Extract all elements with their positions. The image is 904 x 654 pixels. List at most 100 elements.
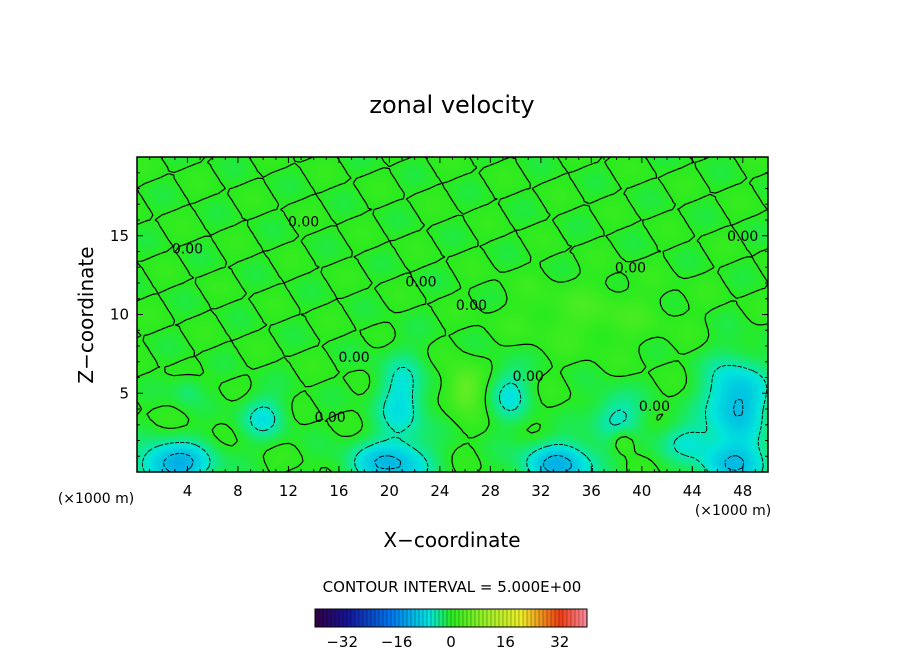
- colorbar-cell: [370, 608, 376, 628]
- contour-label: 0.00: [727, 229, 758, 245]
- plot-area: 0.00 0.00 0.00 0.00 0.00 0.00 0.00 0.00 0.00 0.00: [136, 156, 769, 473]
- contour-label: 0.00: [288, 215, 319, 231]
- colorbar-cell: [374, 608, 380, 628]
- colorbar-cell: [330, 608, 336, 628]
- contour-level-0: [136, 156, 769, 473]
- colorbar-cell: [346, 608, 352, 628]
- colorbar-cell: [494, 608, 500, 628]
- colorbar-cell: [574, 608, 580, 628]
- x-tick-label: 44: [683, 482, 702, 500]
- y-tick-label: 15: [110, 227, 129, 245]
- chart-title: zonal velocity: [369, 91, 534, 119]
- colorbar-tick-label: −32: [326, 633, 358, 651]
- contour-label: 0.00: [615, 260, 646, 276]
- colorbar-tick-label: −16: [381, 633, 413, 651]
- contour-lines: [136, 156, 769, 473]
- x-tick-label: 24: [430, 482, 449, 500]
- x-tick-label: 36: [582, 482, 601, 500]
- colorbar-cell: [454, 608, 460, 628]
- colorbar-cell: [470, 608, 476, 628]
- contour-interval-label: CONTOUR INTERVAL = 5.000E+00: [323, 578, 582, 596]
- x-tick-label: 4: [183, 482, 193, 500]
- colorbar-cell: [562, 608, 568, 628]
- colorbar-cell: [422, 608, 428, 628]
- colorbar-cell: [358, 608, 364, 628]
- contour-label: 0.00: [338, 350, 369, 366]
- contour-label: 0.00: [172, 241, 203, 257]
- colorbar-cell: [542, 608, 548, 628]
- x-tick-label: 8: [233, 482, 243, 500]
- colorbar-cell: [438, 608, 444, 628]
- x-tick-label: 40: [632, 482, 651, 500]
- y-tick-label: 5: [119, 384, 129, 402]
- colorbar-cell: [570, 608, 576, 628]
- contour-label: 0.00: [456, 298, 487, 314]
- colorbar-cells: [314, 608, 588, 628]
- colorbar-tick-label: 0: [446, 633, 456, 651]
- x-axis: 4 8 12 16 20 24 28 32 36 40 44 48: [183, 482, 753, 500]
- contour-label: 0.00: [639, 399, 670, 415]
- x-tick-label: 28: [481, 482, 500, 500]
- colorbar-cell: [558, 608, 564, 628]
- colorbar-cell: [366, 608, 372, 628]
- colorbar-cell: [462, 608, 468, 628]
- colorbar-cell: [554, 608, 560, 628]
- colorbar-cell: [502, 608, 508, 628]
- colorbar-cell: [386, 608, 392, 628]
- contour-labels: 0.00 0.00 0.00 0.00 0.00 0.00 0.00 0.00 0.00 0.00: [172, 215, 758, 426]
- colorbar-cell: [434, 608, 440, 628]
- colorbar-cell: [498, 608, 504, 628]
- colorbar-frame: [314, 608, 588, 628]
- colorbar-cell: [446, 608, 452, 628]
- colorbar-cell: [378, 608, 384, 628]
- colorbar-cell: [442, 608, 448, 628]
- colorbar-cell: [514, 608, 520, 628]
- colorbar-cell: [350, 608, 356, 628]
- colorbar-cell: [406, 608, 412, 628]
- x-tick-label: 12: [279, 482, 298, 500]
- contour-level-neg10: [163, 399, 745, 473]
- contour-level-neg5: [141, 364, 768, 473]
- colorbar-cell: [546, 608, 552, 628]
- colorbar-cell: [394, 608, 400, 628]
- colorbar-cell: [450, 608, 456, 628]
- colorbar-cell: [506, 608, 512, 628]
- colorbar-cell: [550, 608, 556, 628]
- colorbar-cell: [466, 608, 472, 628]
- colorbar-cell: [518, 608, 524, 628]
- x-tick-label: 32: [531, 482, 550, 500]
- x-tick-label: 16: [329, 482, 348, 500]
- contour-label: 0.00: [405, 274, 436, 290]
- colorbar-cell: [490, 608, 496, 628]
- x-tick-label: 20: [380, 482, 399, 500]
- colorbar-tick-label: 16: [496, 633, 515, 651]
- y-axis-label: Z−coordinate: [74, 246, 98, 383]
- colorbar-cell: [474, 608, 480, 628]
- y-tick-label: 10: [110, 306, 129, 324]
- colorbar-cell: [338, 608, 344, 628]
- colorbar-tick-label: 32: [550, 633, 569, 651]
- colorbar-cell: [418, 608, 424, 628]
- colorbar-cell: [478, 608, 484, 628]
- contour-label: 0.00: [315, 410, 346, 426]
- colorbar-cell: [530, 608, 536, 628]
- tick-marks: [137, 157, 768, 472]
- colorbar-cell: [426, 608, 432, 628]
- velocity-field: [137, 157, 768, 472]
- colorbar-cell: [534, 608, 540, 628]
- colorbar-cell: [362, 608, 368, 628]
- colorbar-cell: [526, 608, 532, 628]
- colorbar-cell: [578, 608, 584, 628]
- colorbar-cell: [482, 608, 488, 628]
- x-axis-unit-right: (×1000 m): [695, 503, 771, 519]
- colorbar-cell: [414, 608, 420, 628]
- contour-label: 0.00: [513, 369, 544, 385]
- x-tick-label: 48: [733, 482, 752, 500]
- colorbar-cell: [566, 608, 572, 628]
- x-axis-unit-left: (×1000 m): [58, 491, 134, 507]
- y-axis: 5 10 15: [110, 227, 129, 403]
- colorbar-cell: [410, 608, 416, 628]
- colorbar-cell: [322, 608, 328, 628]
- colorbar-cell: [334, 608, 340, 628]
